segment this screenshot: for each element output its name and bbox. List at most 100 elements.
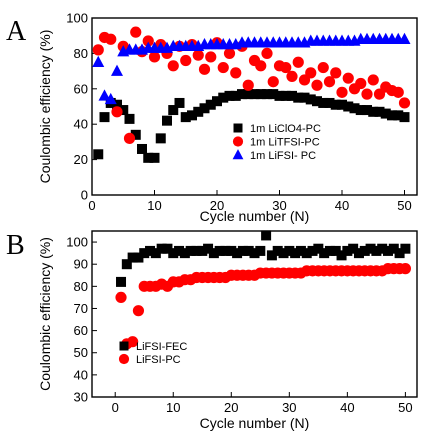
- panel-letter: A: [6, 16, 27, 47]
- data-point: [359, 245, 370, 256]
- legend-entry: LiFSI-PC: [136, 354, 181, 366]
- data-point: [179, 248, 190, 259]
- data-point: [111, 106, 123, 118]
- data-point: [111, 64, 123, 76]
- data-point: [127, 336, 139, 348]
- data-point: [156, 243, 167, 254]
- x-axis-label: Cycle number (N): [200, 415, 310, 431]
- data-point: [214, 245, 225, 256]
- legend-marker: [232, 149, 244, 160]
- data-point: [382, 245, 393, 256]
- data-point: [313, 243, 324, 254]
- data-point: [162, 115, 172, 126]
- legend-marker: [232, 136, 244, 147]
- data-point: [197, 245, 208, 256]
- data-point: [284, 245, 295, 256]
- data-point: [305, 94, 316, 105]
- data-point: [174, 245, 185, 256]
- data-point: [311, 79, 323, 91]
- data-point: [377, 243, 388, 254]
- data-point: [121, 259, 132, 270]
- series-0: [116, 230, 411, 287]
- data-point: [295, 245, 306, 256]
- x-tick-label: 10: [166, 400, 180, 415]
- data-point: [116, 276, 127, 287]
- data-point: [237, 245, 248, 256]
- data-point: [155, 133, 166, 144]
- data-point: [203, 243, 214, 254]
- data-point: [342, 72, 354, 84]
- data-point: [223, 47, 236, 60]
- data-point: [127, 252, 138, 263]
- data-point: [185, 245, 196, 256]
- data-point: [92, 44, 104, 56]
- data-point: [387, 110, 397, 121]
- data-point: [205, 99, 216, 110]
- data-point: [374, 106, 385, 117]
- data-point: [255, 245, 266, 256]
- data-point: [212, 96, 222, 107]
- data-point: [180, 112, 191, 123]
- data-point: [199, 103, 210, 114]
- data-point: [105, 33, 117, 45]
- data-point: [132, 305, 145, 317]
- data-point: [226, 245, 237, 256]
- data-point: [355, 77, 367, 90]
- data-point: [278, 248, 289, 259]
- y-axis-label: Coulombic efficiency (%): [37, 237, 53, 391]
- x-tick-label: 30: [282, 400, 296, 415]
- data-point: [118, 105, 129, 116]
- legend-entry: LiFSI-FEC: [136, 341, 187, 353]
- data-point: [242, 79, 254, 91]
- y-tick-label: 100: [66, 11, 88, 26]
- data-point: [290, 248, 301, 259]
- data-point: [398, 97, 411, 109]
- data-point: [348, 243, 359, 254]
- data-point: [162, 243, 173, 254]
- data-point: [99, 112, 110, 123]
- data-point: [343, 101, 354, 112]
- data-point: [124, 113, 135, 124]
- data-point: [353, 248, 364, 259]
- panel-b: 0 10 20 30 40 50 30 40 50 60 70 80 90 100 Cycle number…: [6, 230, 418, 431]
- data-point: [318, 97, 329, 108]
- x-tick-label: 20: [210, 198, 224, 213]
- data-point: [362, 105, 372, 116]
- data-point: [380, 108, 391, 119]
- x-tick-label: 50: [397, 198, 411, 213]
- legend-entry: 1m LiTFSI-PC: [250, 137, 320, 149]
- data-point: [342, 245, 353, 256]
- x-tick-label: 30: [272, 198, 286, 213]
- data-point: [268, 89, 279, 100]
- data-point: [191, 245, 202, 256]
- data-point: [361, 88, 373, 100]
- data-point: [274, 90, 285, 101]
- x-tick-label: 40: [335, 198, 349, 213]
- data-point: [149, 152, 160, 163]
- data-point: [393, 110, 404, 121]
- y-tick-label: 50: [74, 345, 88, 360]
- y-tick-label: 60: [74, 81, 88, 96]
- data-point: [337, 99, 347, 110]
- data-point: [208, 248, 219, 259]
- data-point: [330, 99, 341, 110]
- data-point: [218, 92, 229, 103]
- data-point: [255, 60, 267, 72]
- data-point: [261, 230, 272, 241]
- data-point: [287, 90, 297, 101]
- data-point: [399, 112, 410, 123]
- data-point: [280, 61, 292, 74]
- data-point: [198, 63, 211, 75]
- data-point: [280, 90, 291, 101]
- legend-entry: 1m LiFSI- PC: [250, 150, 316, 162]
- data-point: [262, 89, 272, 100]
- data-point: [143, 152, 154, 163]
- data-point: [192, 49, 204, 61]
- plot-frame: [91, 17, 418, 196]
- y-tick-label: 80: [74, 46, 88, 61]
- x-tick-label: 10: [147, 198, 161, 213]
- data-point: [323, 76, 336, 88]
- data-point: [104, 92, 117, 105]
- y-tick-label: 70: [74, 301, 88, 316]
